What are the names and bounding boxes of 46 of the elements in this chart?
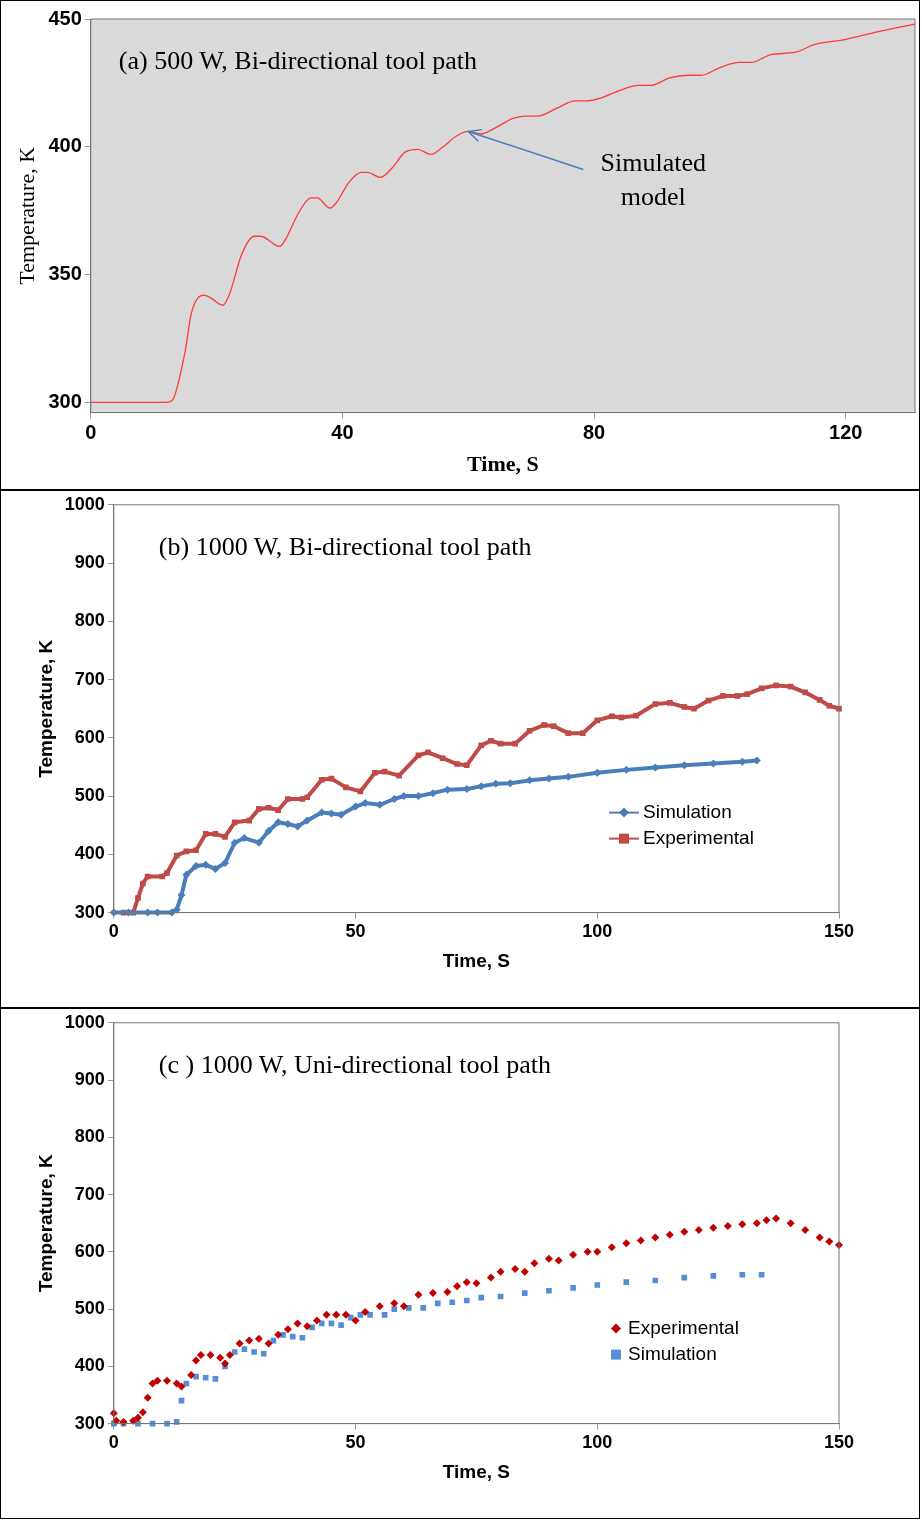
x-tick-label: 80 — [582, 421, 606, 444]
y-tick-label: 400 — [74, 843, 105, 864]
legend-label: Experimental — [643, 826, 754, 848]
y-tick-label: 600 — [74, 1240, 105, 1261]
y-axis-title: Temperature, K — [34, 1153, 56, 1293]
y-tick-label: 450 — [48, 6, 82, 29]
x-tick-label: 0 — [108, 921, 119, 942]
x-axis-title: Time, S — [467, 451, 539, 477]
x-axis-title: Time, S — [442, 1460, 511, 1482]
y-axis-title: Temperature, K — [34, 639, 56, 778]
y-tick-label: 800 — [74, 610, 105, 631]
x-tick-label: 50 — [345, 921, 366, 942]
text: (c ) 1000 W, Uni-directional tool path — [158, 1049, 551, 1079]
y-tick-label: 500 — [74, 785, 105, 806]
y-tick-label: 800 — [74, 1126, 105, 1147]
x-tick-label: 120 — [829, 421, 863, 444]
x-tick-label: 0 — [85, 421, 97, 444]
y-tick-label: 300 — [74, 1412, 105, 1433]
y-tick-label: 900 — [74, 552, 105, 573]
x-tick-label: 150 — [823, 921, 855, 942]
x-tick-label: 100 — [582, 921, 613, 942]
y-tick-label: 400 — [48, 134, 82, 157]
x-tick-label: 40 — [331, 421, 354, 444]
y-tick-label: 400 — [74, 1355, 105, 1376]
y-tick-label: 500 — [74, 1298, 105, 1319]
y-tick-label: 300 — [74, 901, 105, 922]
y-tick-label: 350 — [48, 262, 82, 285]
x-tick-label: 100 — [582, 1432, 613, 1453]
x-axis-title: Time, S — [442, 949, 511, 971]
y-tick-label: 900 — [74, 1069, 105, 1090]
y-tick-label: 300 — [48, 389, 82, 412]
y-tick-label: 600 — [74, 726, 105, 747]
text: (a) 500 W, Bi-directional tool path — [118, 45, 477, 75]
text: (b) 1000 W, Bi-directional tool path — [158, 531, 532, 561]
annotation: Simulated model — [600, 148, 706, 212]
legend-label: Simulation — [628, 1342, 717, 1364]
y-tick-label: 1000 — [64, 1011, 105, 1032]
x-tick-label: 50 — [345, 1432, 366, 1453]
x-tick-label: 0 — [108, 1432, 119, 1453]
y-tick-label: 700 — [74, 668, 105, 689]
x-tick-label: 150 — [823, 1432, 855, 1453]
legend-label: Simulation — [643, 800, 732, 822]
legend-label: Experimental — [628, 1316, 739, 1338]
y-tick-label: 700 — [74, 1183, 105, 1204]
y-axis-title: Temperature, K — [13, 146, 39, 285]
y-tick-label: 1000 — [64, 493, 105, 514]
